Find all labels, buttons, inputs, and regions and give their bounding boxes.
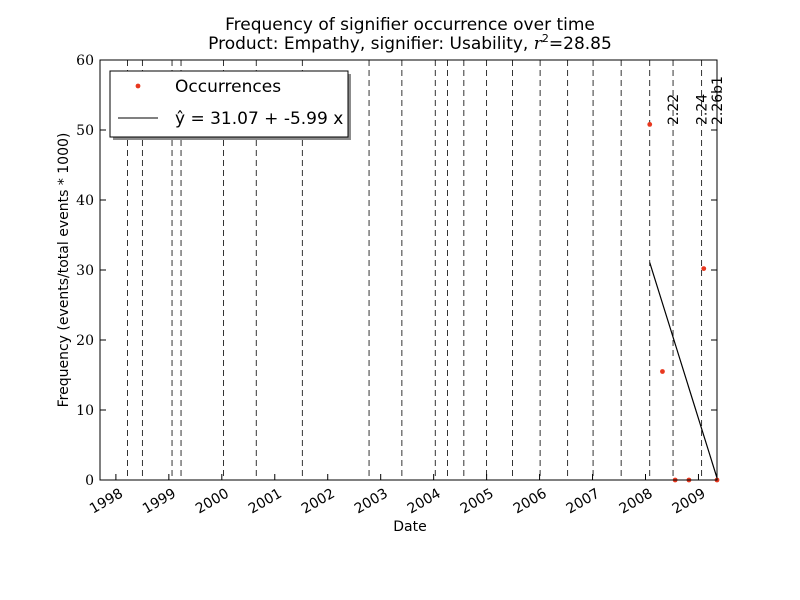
x-tick-label: 2007 [564,486,603,518]
x-tick-label: 2009 [670,486,709,518]
r2-symbol: r [534,34,543,54]
data-point [701,266,707,271]
legend-label-fit: ŷ = 31.07 + -5.99 x [175,109,343,129]
r2-value: =28.85 [549,34,612,54]
points-layer [647,122,720,483]
release-line-label: 2.22 [666,94,682,125]
release-line-label: 2.24 [695,94,711,125]
x-tick-label: 2008 [617,486,656,518]
x-tick-label: 2006 [511,486,550,518]
y-tick-label: 0 [85,473,94,489]
legend-marker-occurrences [135,83,141,89]
y-axis-label: Frequency (events/total events * 1000) [56,133,72,408]
x-tick-label: 2000 [193,486,232,518]
data-point [660,369,665,374]
data-point [647,122,653,127]
y-tick-label: 50 [76,123,94,139]
chart-title: Frequency of signifier occurrence over t… [225,15,595,35]
release-line-label: 2.26b1 [710,76,726,125]
x-axis-label: Date [393,519,426,535]
x-tick-label: 2005 [458,486,497,518]
y-tick-label: 10 [76,403,94,419]
y-tick-label: 40 [76,193,94,209]
x-tick-label: 1998 [87,486,126,518]
subtitle-text: Product: Empathy, signifier: Usability, [208,34,534,54]
release-lines: 2.22 2.24 2.26b1 [127,60,726,480]
y-tick-label: 60 [76,53,94,69]
x-tick-label: 2001 [246,486,285,518]
r2-exponent: 2 [542,32,549,45]
legend-label-occurrences: Occurrences [175,77,281,97]
x-tick-label: 1999 [140,486,179,518]
y-tick-label: 30 [76,263,94,279]
fit-line [649,262,718,479]
legend: Occurrences ŷ = 31.07 + -5.99 x [109,70,351,140]
x-tick-label: 2003 [352,486,391,518]
y-axis: 0 10 20 30 40 50 60 [76,53,717,489]
fit-layer [649,262,718,479]
x-tick-label: 2004 [405,486,444,518]
legend-box [109,70,349,138]
chart-subtitle: Product: Empathy, signifier: Usability, … [208,32,612,54]
x-tick-label: 2002 [299,486,338,518]
y-tick-label: 20 [76,333,94,349]
